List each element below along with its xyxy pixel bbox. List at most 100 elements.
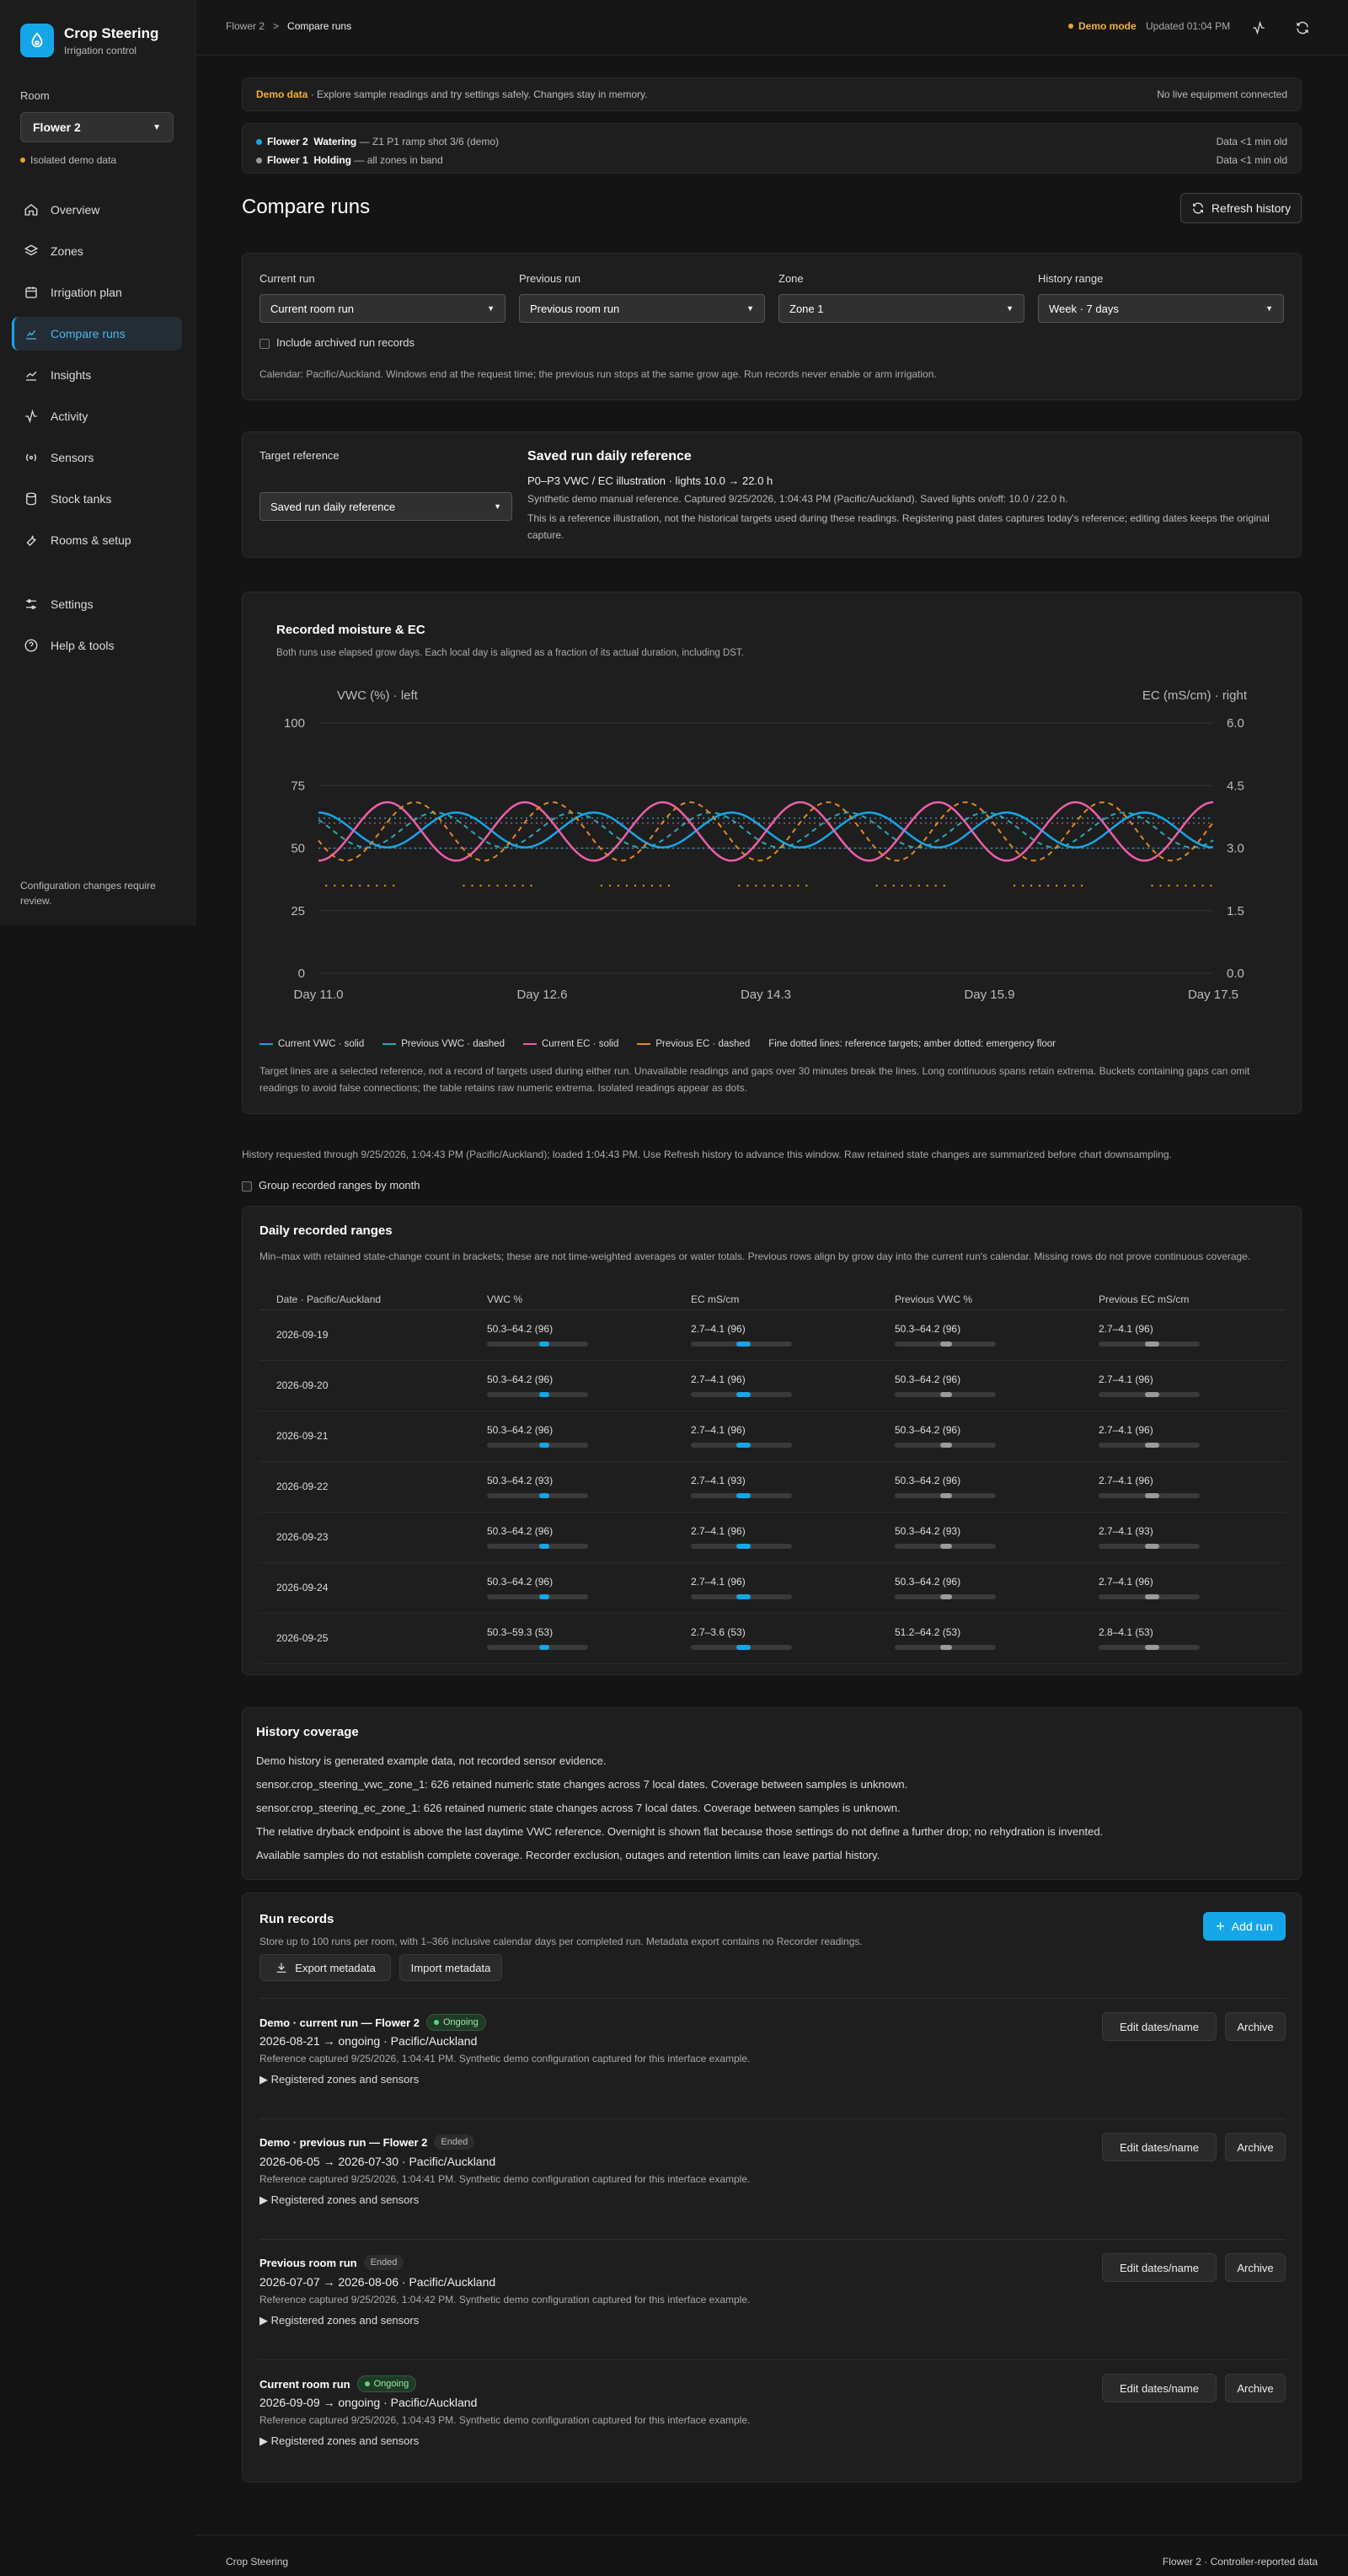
- archive-button[interactable]: Archive: [1225, 2374, 1286, 2402]
- run-record-dates: 2026-09-09 → ongoing · Pacific/Auckland: [259, 2396, 478, 2409]
- current-run-select[interactable]: Current room run ▼: [259, 294, 506, 323]
- ranges-description: Min–max with retained state-change count…: [259, 1251, 1251, 1262]
- range-bar-fill: [539, 1392, 550, 1397]
- registered-zones-toggle[interactable]: ▶ Registered zones and sensors: [259, 2073, 420, 2086]
- x-tick-label: Day 15.9: [964, 988, 1014, 1002]
- room-select[interactable]: Flower 2 ▼: [20, 112, 174, 142]
- wrench-icon: [26, 535, 36, 546]
- history-range-select[interactable]: Week · 7 days ▼: [1038, 294, 1284, 323]
- cell-ec: 2.7–4.1 (93): [674, 1461, 878, 1513]
- chevron-down-icon: ▼: [494, 502, 501, 511]
- legend-swatch: [637, 1042, 651, 1045]
- cell-ec: 2.7–4.1 (96): [674, 1512, 878, 1563]
- range-value: 50.3–64.2 (96): [487, 1525, 554, 1537]
- cell-pec: 2.7–4.1 (96): [1082, 1461, 1286, 1513]
- history-coverage-card: History coverage Demo history is generat…: [242, 1707, 1302, 1880]
- app-subtitle: Irrigation control: [64, 44, 137, 56]
- status-dot: [256, 158, 262, 163]
- edit-dates-button[interactable]: Edit dates/name: [1102, 2012, 1217, 2041]
- export-metadata-button[interactable]: Export metadata: [259, 1954, 391, 1981]
- legend-previous-ec: Previous EC · dashed: [637, 1039, 750, 1049]
- edit-dates-button[interactable]: Edit dates/name: [1102, 2374, 1217, 2402]
- range-bar: [691, 1645, 792, 1650]
- sidebar-item-zones[interactable]: Zones: [12, 234, 182, 268]
- registered-zones-toggle[interactable]: ▶ Registered zones and sensors: [259, 2193, 420, 2206]
- y-tick-label: 50: [291, 842, 305, 856]
- sidebar-item-irrigation-plan[interactable]: Irrigation plan: [12, 276, 182, 309]
- sidebar-item-label: Help & tools: [51, 639, 115, 652]
- sidebar-item-compare-runs[interactable]: Compare runs: [12, 317, 182, 351]
- run-records-description: Store up to 100 runs per room, with 1–36…: [259, 1936, 863, 1947]
- archive-button[interactable]: Archive: [1225, 2133, 1286, 2161]
- cell-date: 2026-09-23: [259, 1512, 470, 1563]
- range-value: 2.7–3.6 (53): [691, 1626, 746, 1638]
- cell-pvwc: 50.3–64.2 (96): [878, 1461, 1082, 1513]
- layers-icon: [24, 244, 39, 256]
- range-bar: [895, 1645, 996, 1650]
- sidebar-item-insights[interactable]: Insights: [12, 358, 182, 392]
- cell-vwc: 50.3–64.2 (96): [470, 1309, 674, 1361]
- refresh-icon: [1192, 202, 1203, 214]
- group-by-month-label: Group recorded ranges by month: [259, 1179, 420, 1192]
- include-archived-checkbox[interactable]: [259, 338, 270, 349]
- column-header: Previous VWC %: [878, 1289, 1082, 1310]
- sidebar-item-activity[interactable]: Activity: [12, 399, 182, 433]
- sidebar-item-help-tools[interactable]: Help & tools: [12, 629, 182, 662]
- run-record: Demo · previous run — Flower 2 Ended 2026-…: [259, 2118, 1286, 2239]
- range-value: 50.3–64.2 (93): [487, 1475, 554, 1486]
- registered-zones-toggle[interactable]: ▶ Registered zones and sensors: [259, 2434, 420, 2447]
- status-detail: — Z1 P1 ramp shot 3/6 (demo): [359, 136, 499, 147]
- y-tick-label: 75: [291, 779, 305, 793]
- archive-button[interactable]: Archive: [1225, 2253, 1286, 2282]
- previous-run-select[interactable]: Previous room run ▼: [519, 294, 765, 323]
- range-bar-fill: [1145, 1594, 1159, 1599]
- archive-button[interactable]: Archive: [1225, 2012, 1286, 2041]
- range-bar: [1099, 1342, 1200, 1347]
- trend-icon: [26, 371, 37, 381]
- refresh-history-button[interactable]: Refresh history: [1180, 193, 1302, 223]
- sidebar-item-settings[interactable]: Settings: [12, 587, 182, 621]
- range-bar: [1099, 1443, 1200, 1448]
- range-value: 2.7–4.1 (96): [691, 1323, 746, 1335]
- demo-data-label: Demo data: [256, 88, 308, 100]
- group-by-month-row[interactable]: Group recorded ranges by month: [242, 1179, 420, 1192]
- edit-dates-button[interactable]: Edit dates/name: [1102, 2133, 1217, 2161]
- target-reference-line2: Synthetic demo manual reference. Capture…: [527, 493, 1068, 505]
- cell-vwc: 50.3–64.2 (96): [470, 1411, 674, 1462]
- edit-dates-button[interactable]: Edit dates/name: [1102, 2253, 1217, 2282]
- range-bar-fill: [736, 1493, 751, 1498]
- moisture-ec-chart: 100 75 50 25 0 6.0 4.5 3.0 1.5 0.0 VWC (%) · left E…: [284, 688, 1248, 1002]
- breadcrumb-parent[interactable]: Flower 2: [226, 20, 265, 32]
- range-bar: [487, 1645, 588, 1650]
- range-value: 2.7–4.1 (93): [1099, 1525, 1153, 1537]
- cell-pec: 2.7–4.1 (96): [1082, 1562, 1286, 1614]
- cell-pec: 2.8–4.1 (53): [1082, 1613, 1286, 1664]
- zone-select[interactable]: Zone 1 ▼: [778, 294, 1024, 323]
- sidebar-item-label: Insights: [51, 368, 92, 382]
- sidebar-item-stock-tanks[interactable]: Stock tanks: [12, 482, 182, 516]
- group-by-month-checkbox[interactable]: [242, 1181, 252, 1192]
- add-run-button[interactable]: + Add run: [1203, 1912, 1286, 1941]
- room-label: Room: [20, 89, 50, 102]
- import-metadata-button[interactable]: Import metadata: [399, 1954, 502, 1981]
- cell-pvwc: 50.3–64.2 (96): [878, 1411, 1082, 1462]
- chart-legend: Current VWC · solid Previous VWC · dashe…: [259, 1039, 1056, 1049]
- target-reference-select[interactable]: Saved run daily reference ▼: [259, 492, 512, 521]
- sidebar-item-sensors[interactable]: Sensors: [12, 441, 182, 474]
- activity-button[interactable]: [1247, 16, 1270, 40]
- legend-current-ec: Current EC · solid: [522, 1039, 618, 1049]
- status-age: Data <1 min old: [1216, 136, 1287, 147]
- sidebar-item-rooms-setup[interactable]: Rooms & setup: [12, 523, 182, 557]
- include-archived-row[interactable]: Include archived run records: [259, 336, 415, 349]
- edit-dates-label: Edit dates/name: [1120, 2020, 1199, 2033]
- range-bar: [487, 1544, 588, 1549]
- status-dot: [20, 158, 25, 163]
- sidebar-item-overview[interactable]: Overview: [12, 193, 182, 227]
- range-bar: [691, 1342, 792, 1347]
- refresh-button[interactable]: [1291, 16, 1314, 40]
- range-bar-fill: [1145, 1342, 1159, 1347]
- registered-zones-toggle[interactable]: ▶ Registered zones and sensors: [259, 2314, 420, 2327]
- moisture-ec-chart-card: Recorded moisture & EC Both runs use ela…: [242, 592, 1302, 1114]
- y2-tick-label: 4.5: [1227, 779, 1244, 793]
- range-bar-fill: [736, 1645, 751, 1650]
